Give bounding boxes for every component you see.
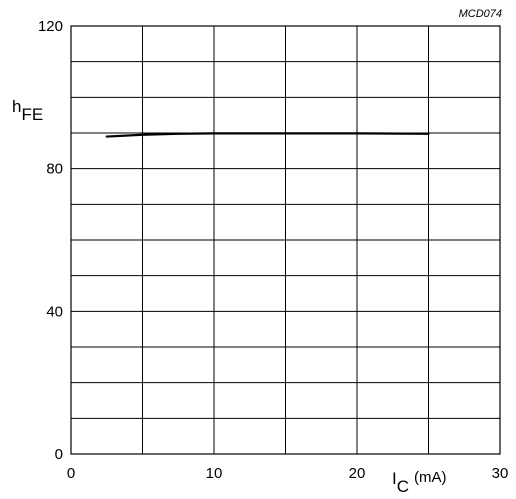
y-axis-subscript: FE [21, 105, 43, 124]
x-axis-subscript: C [397, 477, 409, 496]
x-axis-symbol: I [392, 469, 397, 488]
series-group [105, 132, 430, 138]
x-tick-label: 30 [492, 465, 509, 482]
y-axis-label: hFE [12, 97, 43, 124]
y-axis-symbol: h [12, 97, 21, 116]
y-tick-label: 0 [55, 446, 63, 463]
y-tick-label: 120 [38, 18, 63, 35]
x-axis-label: IC (mA) [392, 469, 447, 496]
x-tick-label: 0 [67, 465, 75, 482]
y-tick-label: 40 [46, 303, 63, 320]
x-tick-label: 10 [206, 465, 223, 482]
grid [71, 26, 500, 454]
reference-code: MCD074 [459, 8, 502, 20]
series-line-1 [105, 132, 430, 138]
x-axis-unit: (mA) [414, 469, 447, 486]
y-tick-label: 80 [46, 161, 63, 178]
plot-frame [70, 25, 501, 455]
plot-border [70, 25, 501, 455]
x-tick-label: 20 [349, 465, 366, 482]
y-tick-labels: 0 40 80 120 [38, 18, 63, 463]
x-tick-labels: 0 10 20 30 [67, 465, 509, 482]
